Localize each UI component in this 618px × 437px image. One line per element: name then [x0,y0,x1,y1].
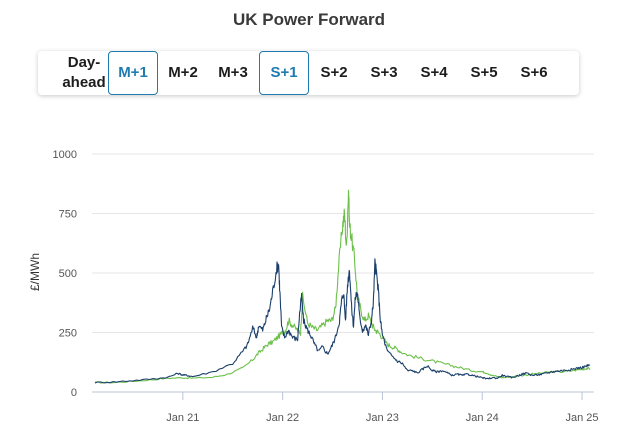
tab-m3[interactable]: M+3 [218,64,248,81]
contract-tab-bar: Day-ahead M+1 M+2 M+3 S+1 S+2 S+3 S+4 S+… [38,51,579,95]
x-tick-label: Jan 25 [566,412,599,424]
y-tick-label: 1000 [53,149,77,161]
tab-s3[interactable]: S+3 [370,64,398,81]
tab-s5[interactable]: S+5 [470,64,498,81]
y-axis-ticks: 0 250 500 750 1000 [53,149,77,399]
tab-day-ahead[interactable]: Day-ahead [62,54,106,91]
chart-title: UK Power Forward [232,10,386,29]
tab-s2[interactable]: S+2 [320,64,348,81]
grid-lines [92,153,594,393]
x-tick-label: Jan 22 [266,412,299,424]
tab-s6[interactable]: S+6 [520,64,548,81]
x-tick-label: Jan 24 [466,412,499,424]
y-axis-label: £/MWh [28,253,42,291]
series-line [94,258,591,384]
y-tick-label: 750 [59,209,77,221]
x-tick-label: Jan 21 [166,412,199,424]
series-group [94,189,591,384]
tab-s1[interactable]: S+1 [259,51,309,95]
series-line [95,189,591,384]
y-tick-label: 0 [71,387,77,399]
tab-m1[interactable]: M+1 [108,51,158,95]
x-tick-label: Jan 23 [366,412,399,424]
y-tick-label: 250 [59,328,77,340]
tab-m2[interactable]: M+2 [168,64,198,81]
tab-s4[interactable]: S+4 [420,64,448,81]
x-axis-ticks: Jan 21 Jan 22 Jan 23 Jan 24 Jan 25 [166,392,599,424]
y-tick-label: 500 [59,268,77,280]
